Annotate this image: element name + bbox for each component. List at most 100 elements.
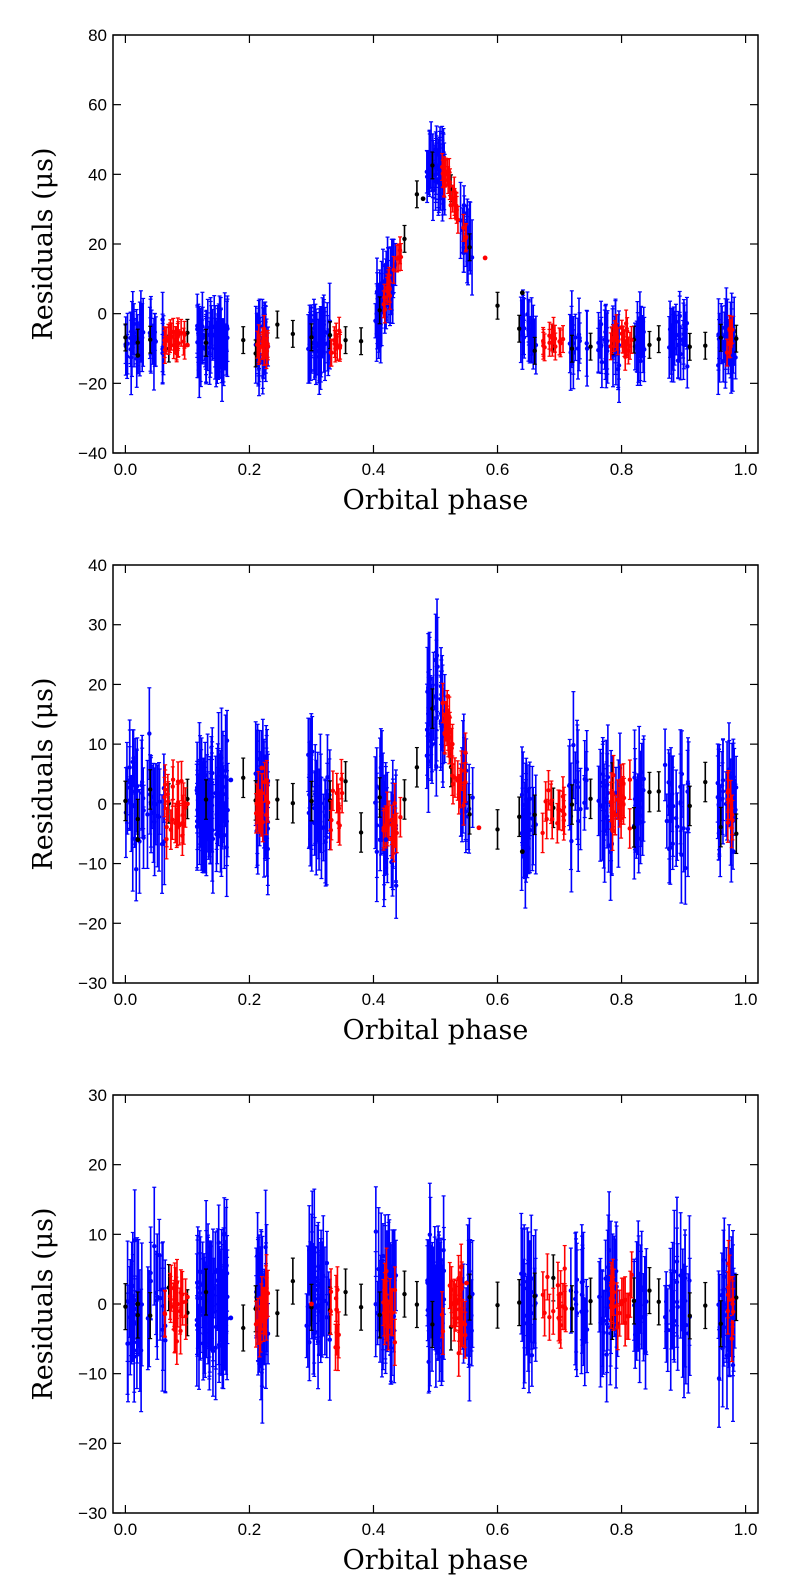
data-point (203, 340, 209, 345)
y-tick-label: 0 (98, 795, 107, 814)
data-point (393, 883, 399, 888)
data-point (170, 777, 176, 782)
data-point (718, 335, 723, 340)
data-point (241, 775, 246, 780)
data-point (575, 779, 580, 785)
data-point (596, 340, 601, 345)
data-point (152, 329, 158, 335)
data-point (669, 791, 675, 797)
y-tick-label: 60 (88, 96, 107, 115)
data-point (636, 836, 641, 841)
data-point (391, 267, 396, 273)
y-tick-label: −30 (78, 974, 107, 993)
data-point (152, 1243, 157, 1249)
data-point (715, 795, 721, 800)
data-point (588, 344, 593, 349)
data-point (569, 838, 574, 844)
data-point (454, 207, 459, 213)
data-point (561, 818, 566, 823)
data-point (261, 326, 267, 332)
x-tick-label: 1.0 (734, 460, 758, 479)
data-point (467, 812, 472, 817)
data-point (339, 776, 344, 782)
data-point (130, 1294, 135, 1299)
data-point (730, 353, 736, 358)
data-point (358, 830, 364, 835)
data-point (397, 248, 403, 253)
x-axis-label: Orbital phase (343, 1015, 529, 1046)
data-point (662, 762, 668, 768)
data-point (212, 324, 217, 330)
data-point (374, 784, 379, 789)
data-point (584, 767, 589, 772)
data-point (599, 360, 605, 365)
data-point (687, 344, 692, 350)
data-point (584, 341, 589, 346)
data-point (627, 777, 633, 782)
data-point (394, 256, 400, 261)
data-point (318, 342, 324, 347)
data-point (440, 171, 445, 176)
data-point (476, 825, 482, 831)
x-tick-label: 0.8 (610, 460, 634, 479)
data-point (253, 811, 259, 816)
data-point (179, 778, 184, 784)
data-point (679, 852, 684, 858)
data-point (426, 685, 431, 690)
y-tick-label: 20 (88, 235, 107, 254)
plot-frame (112, 564, 759, 984)
data-point (377, 795, 382, 800)
y-axis-label: Residuals (μs) (28, 677, 59, 870)
data-point (160, 1327, 165, 1332)
data-point (440, 700, 445, 706)
data-point (185, 801, 190, 807)
data-point (202, 772, 208, 778)
data-point (221, 1284, 226, 1289)
data-point (123, 335, 128, 340)
data-point (159, 841, 165, 847)
data-point (327, 332, 333, 338)
data-point (170, 817, 175, 822)
data-point (197, 1313, 203, 1318)
data-point (656, 789, 661, 794)
data-point (656, 336, 661, 342)
data-point (324, 835, 329, 840)
data-point (200, 1341, 206, 1346)
data-point (164, 836, 169, 842)
data-point (609, 338, 614, 343)
data-point (524, 788, 529, 794)
data-point (718, 824, 723, 830)
data-point (664, 818, 670, 824)
data-point (521, 840, 526, 845)
data-point (259, 791, 265, 796)
data-point (703, 779, 708, 785)
data-point (222, 342, 228, 348)
data-point (125, 1341, 130, 1346)
data-point (452, 188, 457, 193)
data-point (722, 334, 727, 339)
data-point (259, 343, 265, 349)
data-point (131, 1348, 137, 1353)
data-point (569, 802, 575, 807)
data-point (329, 817, 334, 823)
data-point (430, 188, 436, 193)
data-point (203, 797, 209, 802)
data-point (560, 794, 566, 799)
data-point (588, 796, 593, 802)
data-point (667, 345, 672, 350)
data-point (445, 171, 451, 177)
data-point (318, 801, 324, 806)
data-point (620, 337, 626, 342)
data-point (673, 815, 679, 821)
data-point (141, 808, 146, 813)
data-point (569, 346, 575, 351)
data-point (127, 1299, 132, 1305)
data-point (275, 797, 280, 802)
data-point (636, 353, 641, 358)
data-point (358, 339, 364, 344)
x-tick-label: 0.2 (238, 990, 262, 1009)
data-point (621, 795, 627, 801)
data-point (433, 705, 438, 711)
data-point (264, 778, 270, 783)
data-point (343, 779, 348, 784)
